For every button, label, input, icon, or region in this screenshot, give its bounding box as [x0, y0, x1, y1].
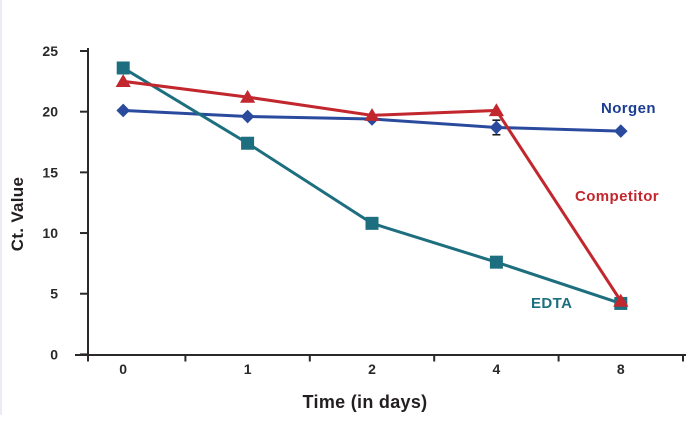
x-tick-label: 0	[119, 361, 127, 377]
y-tick-label: 10	[42, 225, 58, 241]
data-point-marker	[489, 255, 503, 269]
data-point-marker	[613, 293, 629, 307]
page-left-border	[0, 0, 2, 415]
series-label-edta: EDTA	[531, 295, 573, 312]
x-tick-label: 2	[368, 361, 376, 377]
y-tick-label: 0	[50, 346, 58, 362]
data-point-marker	[116, 103, 130, 118]
y-tick-label: 15	[42, 164, 58, 180]
x-tick-label: 8	[617, 361, 625, 377]
x-tick-label: 1	[244, 361, 252, 377]
x-tick-label: 4	[493, 361, 501, 377]
series-label-norgen: Norgen	[601, 100, 656, 117]
data-point-marker	[488, 103, 504, 117]
y-tick-label: 20	[42, 104, 58, 120]
y-tick-label: 5	[50, 286, 58, 302]
data-point-marker	[115, 74, 131, 87]
data-point-marker	[241, 136, 255, 150]
y-axis-title: Ct. Value	[8, 176, 27, 252]
data-point-marker	[240, 109, 255, 124]
x-axis-title: Time (in days)	[302, 392, 428, 412]
data-point-marker	[364, 108, 380, 121]
y-tick-label: 25	[42, 43, 58, 59]
data-point-marker	[365, 216, 379, 230]
data-point-marker	[116, 61, 130, 75]
series-label-competitor: Competitor	[575, 188, 659, 205]
data-point-marker	[614, 124, 628, 138]
data-point-marker	[240, 89, 256, 103]
data-point-marker	[489, 120, 504, 135]
